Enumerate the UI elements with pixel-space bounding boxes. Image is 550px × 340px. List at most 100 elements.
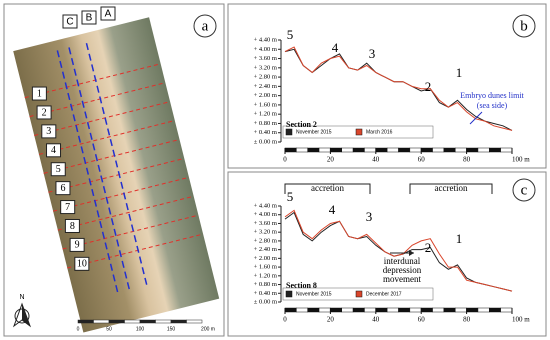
transect-line [24,63,161,99]
transect-box [69,237,85,252]
scale-segment [477,147,490,153]
profile-line [284,209,513,292]
x-tick-label: 100 m [512,156,530,164]
transect-label: 1 [37,88,42,99]
scale-label: 0 [77,326,80,332]
profile-line [284,46,513,131]
scale-label: 150 [167,326,176,332]
y-tick-label: + 0.80 m [254,120,277,127]
longitudinal-line [68,47,131,291]
peak-label: 1 [456,65,463,80]
scale-segment [307,307,320,313]
scale-segment [489,147,501,153]
y-tick-label: + 0.40 m [254,129,277,136]
transect-line [38,120,175,155]
peak-label: 5 [287,189,294,204]
y-tick-label: + 3.60 m [254,220,277,227]
peak-label: 1 [456,231,463,246]
note: (sea side) [477,101,508,110]
scale-segment [330,307,342,313]
x-tick-label: 80 [463,156,471,164]
scale-segment [420,307,433,313]
section-label: Section 8 [286,281,317,290]
y-tick-label: + 1.20 m [254,272,277,279]
scale-segment [432,307,445,313]
peak-label: 3 [366,209,373,224]
scale-segment [139,319,156,324]
x-tick-label: 20 [327,156,335,164]
scale-segment [375,307,388,313]
x-tick-label: 80 [463,316,471,324]
legend-box [282,287,434,301]
transect-label: 2 [42,107,47,118]
panel-label-circle [193,14,217,38]
transect-box [50,162,66,177]
scale-segment [477,307,490,313]
legend-label: March 2016 [366,129,393,135]
section-label: Section 2 [286,120,317,129]
x-tick-label: 0 [283,316,287,324]
transect-label: 3 [46,126,51,137]
y-tick-label: + 3.20 m [254,64,277,71]
legend-swatch [355,128,363,136]
legend-box [282,125,434,139]
scale-segment [352,307,365,313]
y-tick-label: + 2.00 m [254,255,277,262]
line-box [100,6,116,21]
y-tick-label: + 3.20 m [254,229,277,236]
scale-segment [296,147,308,153]
y-tick-label: + 2.00 m [254,92,277,99]
note: accretion [435,183,468,193]
scale-segment [455,147,467,153]
legend-swatch [285,290,293,298]
y-tick-label: + 3.60 m [254,55,277,62]
scale-segment [108,319,125,324]
y-tick-label: + 1.20 m [254,111,277,118]
scale-segment [186,319,203,324]
y-tick-label: + 4.00 m [254,46,277,53]
note: accretion [311,183,344,193]
transect-label: 10 [77,259,87,270]
line-label: B [86,13,93,24]
scale-label: 100 [136,326,145,332]
scale-segment [341,147,354,153]
transect-line [57,195,194,231]
note-arrowhead [409,250,414,256]
longitudinal-line [56,50,119,294]
scale-segment [455,307,467,313]
y-tick-label: + 2.80 m [254,74,277,81]
legend-label: November 2015 [296,129,332,135]
scale-segment [352,147,365,153]
peak-label: 2 [425,240,432,255]
scale-segment [375,147,388,153]
x-tick-label: 0 [283,156,287,164]
scale-segment [170,319,187,324]
y-tick-label: + 4.40 m [254,202,277,209]
note: movement [383,274,421,284]
transect-line [29,82,166,118]
transect-label: 6 [60,183,65,194]
scale-segment [409,147,422,153]
y-tick-label: + 4.00 m [254,211,277,218]
scale-segment [398,307,411,313]
scale-segment [341,307,354,313]
scale-segment [466,307,479,313]
note-arrow [469,111,483,125]
scale-segment [489,307,501,313]
legend-swatch [355,290,363,298]
peak-label: 4 [329,202,336,217]
peak-label: 2 [425,79,432,94]
y-tick-label: + 0.40 m [254,290,277,297]
scale-segment [500,307,513,313]
scale-segment [318,147,331,153]
peak-label: 5 [287,27,294,42]
scale-label: 50 [106,326,112,332]
transect-box [74,256,90,271]
accretion-bracket [284,183,371,194]
x-tick-label: 100 m [512,316,530,324]
transect-label: 8 [70,221,75,232]
y-tick-label: + 1.60 m [254,101,277,108]
scale-segment [443,307,456,313]
transect-label: 4 [51,145,56,156]
scale-segment [318,307,331,313]
